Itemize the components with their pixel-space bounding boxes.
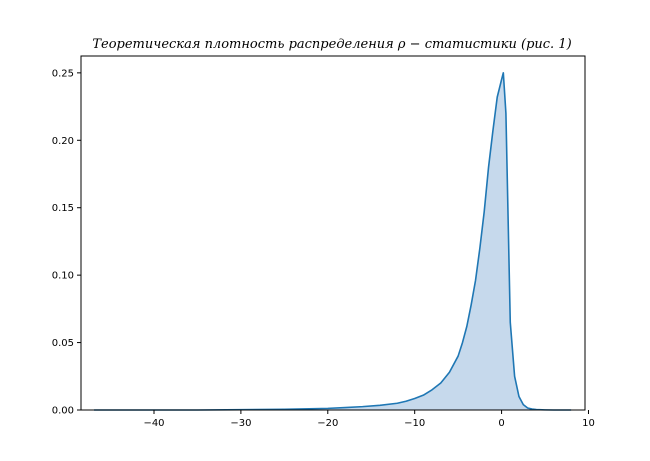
y-tick-label: 0.05 [52,338,74,349]
density-area-0 [94,72,572,411]
x-tick-label: −40 [143,418,164,429]
x-tick-label: 10 [582,418,595,429]
y-tick-label: 0.10 [52,271,74,282]
y-tick-label: 0.20 [52,136,74,147]
y-tick-label: 0.25 [52,68,74,79]
x-tick-label: −10 [404,418,425,429]
x-tick-label: −30 [230,418,251,429]
chart-title: Теоретическая плотность распределения ρ … [92,37,571,52]
density-line-0 [94,72,572,411]
y-tick-label: 0.15 [52,203,74,214]
plot-area [94,72,572,411]
axes: −40 −30 −20 −10 0 10 0.00 0.05 0.10 0.15 0.20 0.25 [52,55,595,429]
plot-frame [80,55,586,411]
x-tick-label: 0 [498,418,504,429]
y-tick-label: 0.00 [52,406,74,417]
x-tick-label: −20 [317,418,338,429]
